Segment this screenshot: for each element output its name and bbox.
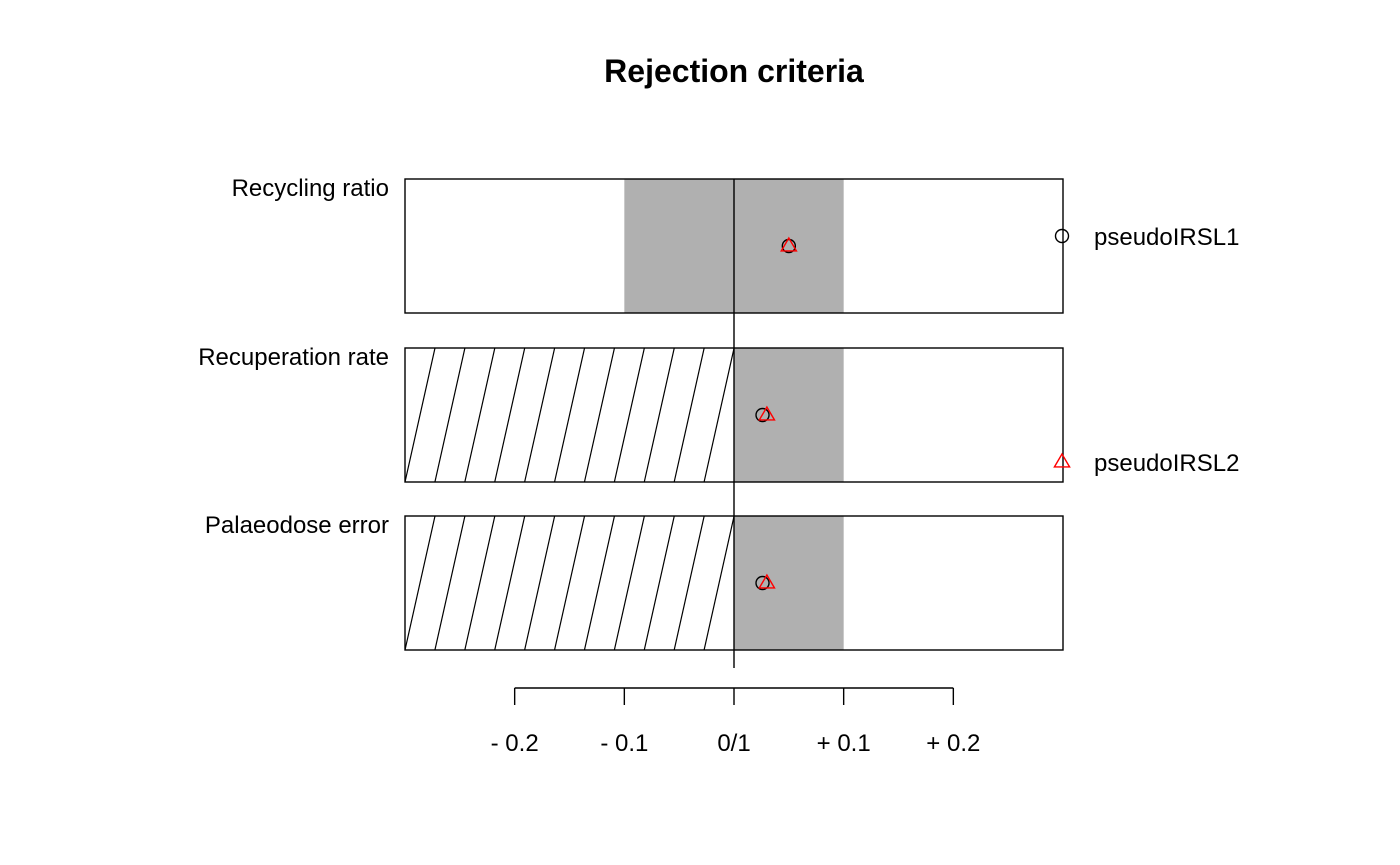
hatch-line	[673, 348, 705, 482]
legend-label: pseudoIRSL1	[1094, 224, 1239, 251]
point-pseudoIRSL2	[758, 573, 776, 589]
hatch-line	[524, 348, 556, 482]
panel-0: Recycling ratio	[232, 175, 1064, 314]
chart-title: Rejection criteria	[604, 53, 864, 89]
point-pseudoIRSL1	[755, 407, 770, 423]
hatch-line	[643, 516, 675, 650]
panel-label: Recuperation rate	[198, 344, 389, 371]
accept-range	[734, 348, 844, 482]
point-pseudoIRSL1	[755, 575, 770, 591]
hatch-line	[405, 348, 436, 482]
hatch-line	[494, 516, 526, 650]
hatch-line	[553, 348, 586, 482]
hatch-line	[464, 516, 496, 650]
hatch-line	[494, 348, 526, 482]
x-tick-label: + 0.2	[926, 730, 980, 757]
panel-label: Recycling ratio	[232, 175, 389, 202]
accept-range	[734, 516, 844, 650]
point-pseudoIRSL2	[780, 236, 798, 252]
hatch-region	[405, 516, 734, 650]
hatch-line	[613, 348, 645, 482]
hatch-line	[673, 516, 705, 650]
point-pseudoIRSL1	[781, 238, 797, 254]
hatch-line	[553, 516, 586, 650]
hatch-line	[583, 516, 616, 650]
panel-2: Palaeodose error	[205, 512, 1064, 651]
legend: pseudoIRSL1 pseudoIRSL2	[1053, 224, 1239, 477]
hatch-line	[524, 516, 556, 650]
hatch-line	[703, 516, 734, 650]
hatch-line	[434, 348, 466, 482]
x-tick-label: 0/1	[717, 730, 750, 757]
hatch-line	[434, 516, 466, 650]
hatch-region	[405, 348, 734, 482]
x-tick-label: - 0.2	[491, 730, 539, 757]
x-tick-label: + 0.1	[817, 730, 871, 757]
hatch-line	[583, 348, 616, 482]
hatch-line	[405, 516, 436, 650]
legend-marker-pseudoIRSL2	[1053, 452, 1071, 468]
criteria-panels: Recycling ratio Recuperation rate Palaeodo…	[198, 175, 1064, 651]
legend-label: pseudoIRSL2	[1094, 450, 1239, 477]
hatch-line	[613, 516, 645, 650]
legend-marker-pseudoIRSL1	[1054, 228, 1070, 244]
point-pseudoIRSL2	[758, 405, 776, 421]
x-axis: - 0.2 - 0.1 0/1 + 0.1 + 0.2	[491, 687, 980, 757]
hatch-line	[464, 348, 496, 482]
hatch-line	[643, 348, 675, 482]
hatch-line	[703, 348, 734, 482]
panel-1: Recuperation rate	[198, 344, 1064, 483]
x-tick-label: - 0.1	[600, 730, 648, 757]
panel-label: Palaeodose error	[205, 512, 389, 539]
